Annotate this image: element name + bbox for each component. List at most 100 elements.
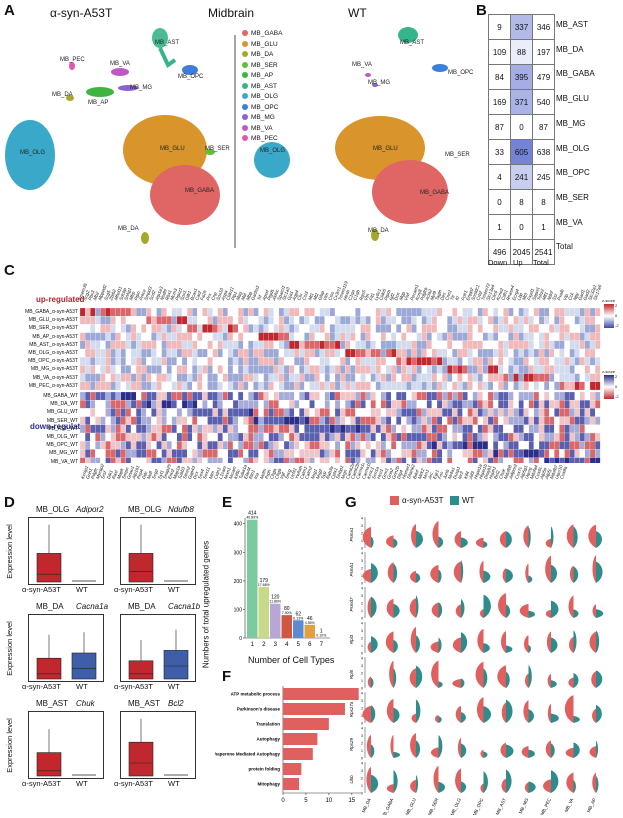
- heatmap-cell: [324, 365, 331, 374]
- violin-gene-label: Psmb1: [349, 562, 354, 577]
- table-cell-up: 0: [510, 114, 533, 140]
- heatmap-cell: [416, 432, 422, 442]
- heatmap-cell: [80, 424, 86, 434]
- heatmap-cell: [146, 441, 152, 450]
- heatmap-cell: [166, 408, 172, 417]
- heatmap-cell: [80, 316, 86, 325]
- heatmap-cell: [176, 400, 183, 409]
- heatmap-cell: [105, 373, 111, 382]
- heatmap-cell: [482, 365, 489, 374]
- heatmap-cell: [421, 308, 427, 317]
- heatmap-cell: [421, 391, 427, 401]
- heatmap-cell: [380, 381, 387, 391]
- heatmap-cell: [482, 324, 489, 333]
- heatmap-cell: [355, 416, 361, 425]
- heatmap-cell: [457, 416, 463, 425]
- heatmap-cell: [105, 357, 111, 366]
- heatmap-cell: [523, 416, 529, 425]
- heatmap-cell: [462, 391, 468, 401]
- heatmap-cell: [212, 449, 218, 458]
- heatmap-cell: [391, 365, 397, 374]
- heatmap-cell: [589, 432, 596, 442]
- heatmap-cell: [141, 432, 147, 442]
- violin-a53t: [566, 772, 574, 793]
- heatmap-cell: [544, 308, 550, 317]
- heatmap-cell: [268, 449, 274, 458]
- heatmap-cell: [528, 457, 534, 463]
- violin-wt: [573, 630, 577, 653]
- heatmap-cell: [181, 408, 188, 417]
- heatmap-cell: [176, 357, 183, 366]
- violin-a53t: [545, 538, 551, 548]
- violin-a53t: [545, 740, 551, 758]
- heatmap-cell: [416, 373, 422, 382]
- heatmap-cell: [513, 324, 519, 333]
- heatmap-cell: [120, 441, 126, 450]
- heatmap-cell: [503, 316, 509, 325]
- heatmap-cell: [564, 357, 570, 366]
- heatmap-cell: [212, 340, 218, 350]
- heatmap-cell: [370, 391, 376, 401]
- heatmap-cell: [482, 381, 489, 391]
- heatmap-cell: [569, 432, 575, 442]
- heatmap-cell: [549, 416, 555, 425]
- heatmap-cell: [447, 391, 453, 401]
- heatmap-cell: [559, 449, 565, 458]
- heatmap-cell: [365, 457, 371, 463]
- bar: [293, 620, 304, 638]
- violin-tick: 1: [361, 749, 363, 753]
- heatmap-cell: [462, 416, 468, 425]
- heatmap-cell: [176, 381, 183, 391]
- heatmap-cell: [289, 391, 295, 401]
- heatmap-cell: [467, 324, 473, 333]
- violin-a53t: [545, 609, 551, 618]
- category-label: protein folding: [249, 767, 281, 772]
- table-row-label: MB_SER: [556, 192, 589, 202]
- heatmap-cell: [544, 441, 550, 450]
- heatmap-cell: [396, 332, 402, 341]
- heatmap-cell: [151, 391, 157, 401]
- heatmap-cell: [411, 308, 417, 317]
- heatmap-cell: [345, 400, 351, 409]
- heatmap-cell: [533, 408, 540, 417]
- heatmap-cell: [329, 441, 336, 450]
- heatmap-cell: [105, 391, 111, 401]
- heatmap-cell: [462, 381, 468, 391]
- heatmap-cell: [217, 373, 223, 382]
- heatmap-cell: [533, 432, 540, 442]
- heatmap-cell: [283, 373, 290, 382]
- violin-cell-label: MB_GLU: [405, 797, 417, 815]
- violin-tick: 1: [361, 784, 363, 788]
- heatmap-cell: [110, 373, 116, 382]
- heatmap-cell: [385, 357, 392, 366]
- heatmap-cell: [130, 449, 137, 458]
- heatmap-cell: [457, 449, 463, 458]
- violin-wt: [438, 536, 444, 548]
- heatmap-cell: [329, 408, 336, 417]
- heatmap-cell: [227, 408, 234, 417]
- heatmap-cell: [151, 457, 157, 463]
- heatmap-cell: [380, 424, 387, 434]
- heatmap-cell: [426, 365, 432, 374]
- umap-left: [5, 28, 220, 244]
- heatmap-cell: [95, 340, 101, 350]
- heatmap-cell: [120, 308, 126, 317]
- heatmap-cell: [115, 324, 121, 333]
- legend-item: MB_AP: [242, 72, 273, 79]
- heatmap-cell: [513, 400, 519, 409]
- heatmap-cell: [115, 408, 121, 417]
- heatmap-cell: [207, 324, 213, 333]
- heatmap-cell: [375, 332, 381, 341]
- heatmap-cell: [589, 340, 596, 350]
- heatmap-cell: [528, 348, 534, 358]
- heatmap-cell: [263, 316, 269, 325]
- bar-pct-label: 40.89%: [246, 516, 258, 520]
- heatmap-cell: [176, 308, 183, 317]
- heatmap-cell: [146, 373, 152, 382]
- heatmap-cell: [559, 348, 565, 358]
- heatmap-cell: [584, 324, 591, 333]
- heatmap-cell: [202, 316, 208, 325]
- heatmap-cell: [248, 381, 254, 391]
- heatmap-cell: [222, 340, 229, 350]
- heatmap-cell: [289, 332, 295, 341]
